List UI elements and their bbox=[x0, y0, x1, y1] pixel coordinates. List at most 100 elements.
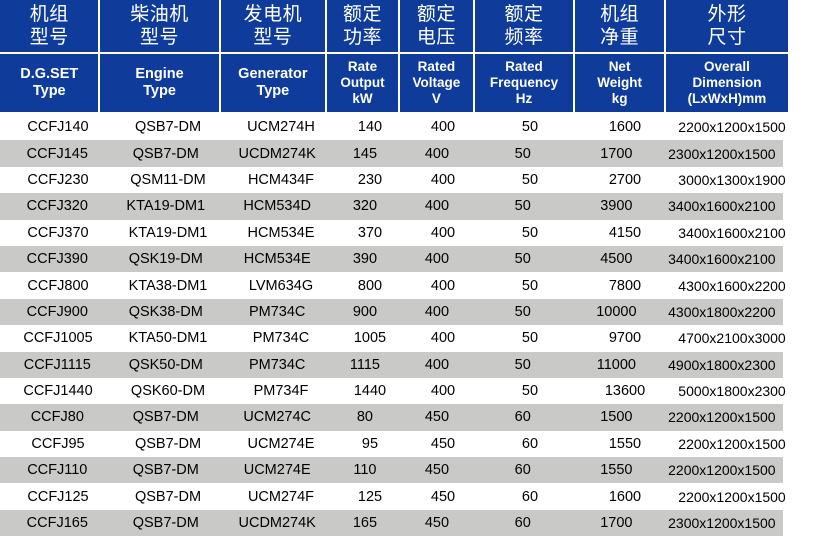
cell-rated_voltage: 400 bbox=[430, 277, 456, 294]
cell-rate_output: 390 bbox=[352, 251, 378, 268]
cell-rated_voltage: 450 bbox=[430, 488, 456, 505]
cell-engine_type: QSB7-DM bbox=[132, 409, 199, 426]
header-cn-line: 频率 bbox=[504, 27, 544, 48]
header-cn-engine_type: 柴油机 型号 bbox=[100, 0, 219, 52]
cell-dgset_type: CCFJ320 bbox=[26, 198, 88, 215]
cell-rated_frequency: 50 bbox=[521, 119, 539, 136]
table-row: CCFJ125 QSB7-DM UCM274F 125 450 60 1600 2200x12… bbox=[0, 483, 830, 509]
header-en-line: Voltage bbox=[412, 75, 461, 90]
cell-rated_voltage: 450 bbox=[424, 515, 450, 532]
cell-rate_output: 125 bbox=[357, 488, 383, 505]
cell-net_weight: 1700 bbox=[600, 145, 633, 162]
cell-generator_type: PM734C bbox=[248, 303, 306, 320]
cell-overall_dimension: 3400x1600x2100 bbox=[678, 224, 786, 241]
cell-generator_type: PM734C bbox=[248, 356, 306, 373]
header-en-line: kW bbox=[352, 91, 373, 106]
cell-dgset_type: CCFJ80 bbox=[30, 409, 84, 426]
header-en-line: (LxWxH)mm bbox=[687, 91, 767, 106]
header-cn-generator_type: 发电机 型号 bbox=[220, 0, 326, 52]
cell-rate_output: 900 bbox=[352, 303, 378, 320]
cell-rated_voltage: 400 bbox=[424, 356, 450, 373]
header-cn-net_weight: 机组 净重 bbox=[575, 0, 664, 52]
cell-generator_type: UCM274H bbox=[247, 119, 315, 136]
header-en-rate_output: Rate Output kW bbox=[327, 54, 398, 112]
cell-dgset_type: CCFJ1440 bbox=[23, 383, 93, 400]
header-cn-line: 机组 bbox=[600, 4, 640, 25]
cell-engine_type: QSK50-DM bbox=[128, 356, 203, 373]
header-cn-line: 型号 bbox=[29, 27, 69, 48]
header-row-chinese: 机组 型号 柴油机 型号 发电机 型号 额定 功率 额定 电压 额定 频率 机组 净重 外形 尺寸 bbox=[0, 0, 788, 52]
header-en-line: Rated bbox=[505, 59, 543, 74]
header-en-line: Frequency bbox=[489, 75, 559, 90]
header-cn-line: 型号 bbox=[253, 27, 293, 48]
cell-engine_type: QSK19-DM bbox=[128, 251, 203, 268]
cell-rate_output: 800 bbox=[357, 277, 383, 294]
header-en-net_weight: Net Weight kg bbox=[575, 54, 664, 112]
cell-rated_frequency: 50 bbox=[514, 198, 531, 215]
cell-rated_frequency: 60 bbox=[514, 462, 531, 479]
table-row: CCFJ1440 QSK60-DM PM734F 1440 400 50 13600 5000… bbox=[0, 378, 830, 404]
table-row: CCFJ95 QSB7-DM UCM274E 95 450 60 1550 2200x1200… bbox=[0, 431, 830, 457]
header-cn-line: 额定 bbox=[342, 4, 382, 25]
table-row: CCFJ370 KTA19-DM1 HCM534E 370 400 50 4150 3400x… bbox=[0, 220, 830, 246]
cell-generator_type: HCM534E bbox=[243, 251, 311, 268]
cell-dgset_type: CCFJ165 bbox=[26, 515, 88, 532]
cell-rated_frequency: 50 bbox=[521, 224, 539, 241]
table-row: CCFJ80 QSB7-DM UCM274C 80 450 60 1500 2200x1200… bbox=[0, 404, 783, 431]
table-row: CCFJ900 QSK38-DM PM734C 900 400 50 10000 4300x1… bbox=[0, 298, 783, 326]
header-en-line: D.G.SET bbox=[20, 66, 79, 82]
cell-engine_type: KTA38-DM1 bbox=[128, 277, 208, 294]
cell-rated_voltage: 400 bbox=[430, 171, 456, 188]
cell-overall_dimension: 5000x1800x2300 bbox=[678, 383, 786, 400]
header-en-overall_dimension: Overall Dimension (LxWxH)mm bbox=[665, 54, 788, 112]
cell-net_weight: 3900 bbox=[600, 198, 633, 215]
cell-generator_type: HCM534E bbox=[247, 224, 315, 241]
header-en-line: Weight bbox=[597, 75, 642, 90]
cell-rated_frequency: 50 bbox=[521, 277, 539, 294]
cell-net_weight: 1550 bbox=[600, 462, 633, 479]
header-en-line: Rated bbox=[417, 59, 456, 74]
cell-overall_dimension: 2300x1200x1500 bbox=[668, 515, 776, 532]
cell-generator_type: HCM434F bbox=[247, 171, 315, 188]
cell-engine_type: QSB7-DM bbox=[134, 488, 202, 505]
header-cn-line: 外形 bbox=[707, 4, 747, 25]
header-en-line: Engine bbox=[135, 66, 184, 82]
header-en-generator_type: Generator Type bbox=[220, 54, 326, 112]
cell-rate_output: 1005 bbox=[353, 330, 387, 347]
header-cn-overall_dimension: 外形 尺寸 bbox=[665, 0, 788, 52]
table-header: 机组 型号 柴油机 型号 发电机 型号 额定 功率 额定 电压 额定 频率 机组 净重 外形 尺寸 D.G.S… bbox=[0, 0, 788, 112]
header-cn-line: 净重 bbox=[600, 27, 640, 48]
cell-rated_frequency: 50 bbox=[521, 383, 539, 400]
cell-rated_frequency: 50 bbox=[521, 171, 539, 188]
cell-generator_type: UCM274F bbox=[247, 488, 315, 505]
table-row: CCFJ1005 KTA50-DM1 PM734C 1005 400 50 9700 4700… bbox=[0, 325, 830, 351]
cell-net_weight: 1550 bbox=[608, 435, 642, 452]
header-cn-rated_voltage: 额定 电压 bbox=[399, 0, 473, 52]
cell-generator_type: UCM274E bbox=[247, 435, 315, 452]
cell-rated_voltage: 400 bbox=[430, 330, 456, 347]
cell-dgset_type: CCFJ110 bbox=[27, 462, 88, 479]
cell-dgset_type: CCFJ125 bbox=[27, 488, 89, 505]
table-row: CCFJ140 QSB7-DM UCM274H 140 400 50 1600 2200x12… bbox=[0, 114, 830, 140]
cell-rated_frequency: 50 bbox=[521, 330, 539, 347]
table-row: CCFJ1115 QSK50-DM PM734C 1115 400 50 11000 4900… bbox=[0, 351, 783, 378]
cell-rate_output: 1115 bbox=[349, 356, 380, 373]
cell-net_weight: 4150 bbox=[608, 224, 642, 241]
cell-generator_type: UCDM274K bbox=[238, 515, 316, 532]
cell-overall_dimension: 2200x1200x1500 bbox=[678, 488, 786, 505]
cell-engine_type: QSB7-DM bbox=[132, 145, 199, 162]
table-row: CCFJ145 QSB7-DM UCDM274K 145 400 50 1700 2300x1… bbox=[0, 140, 783, 167]
table-row: CCFJ800 KTA38-DM1 LVM634G 800 400 50 7800 4300x… bbox=[0, 272, 830, 298]
header-en-engine_type: Engine Type bbox=[100, 54, 219, 112]
header-en-rated_voltage: Rated Voltage V bbox=[399, 54, 473, 112]
cell-net_weight: 9700 bbox=[608, 330, 642, 347]
cell-dgset_type: CCFJ230 bbox=[27, 171, 89, 188]
cell-rate_output: 370 bbox=[357, 224, 383, 241]
header-cn-line: 尺寸 bbox=[707, 27, 747, 48]
header-cn-dgset_type: 机组 型号 bbox=[0, 0, 99, 52]
cell-dgset_type: CCFJ370 bbox=[27, 224, 89, 241]
header-en-line: Net bbox=[608, 59, 631, 74]
cell-overall_dimension: 2200x1200x1500 bbox=[678, 119, 786, 136]
table-row: CCFJ165 QSB7-DM UCDM274K 165 450 60 1700 2300x1… bbox=[0, 509, 783, 536]
